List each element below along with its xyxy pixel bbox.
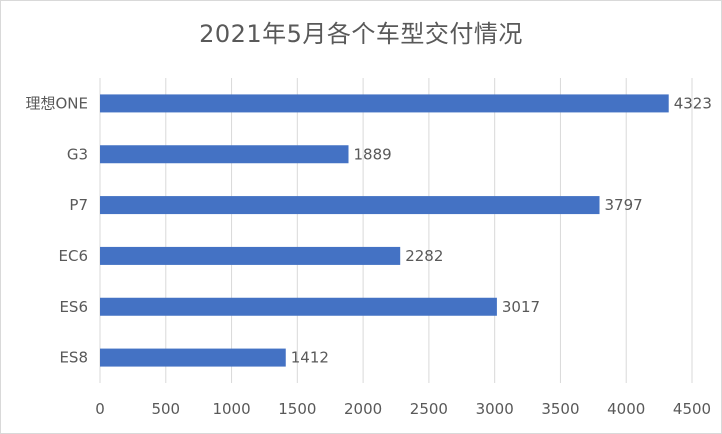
x-tick-label: 500	[151, 400, 180, 418]
data-label: 1412	[291, 349, 329, 367]
category-label: 理想ONE	[25, 94, 88, 112]
data-label: 3797	[605, 196, 643, 214]
category-label: ES8	[59, 349, 88, 367]
category-label: ES6	[59, 298, 88, 316]
x-tick-label: 2500	[410, 400, 448, 418]
chart-title: 2021年5月各个车型交付情况	[199, 20, 523, 48]
bar	[100, 145, 349, 164]
x-tick-label: 1000	[212, 400, 250, 418]
data-label: 1889	[354, 145, 392, 163]
gridlines	[99, 78, 693, 383]
bar	[100, 348, 286, 367]
bar	[100, 297, 497, 316]
category-label: P7	[69, 196, 88, 214]
bar	[100, 94, 669, 113]
category-label: G3	[67, 145, 88, 163]
x-tick-label: 2000	[344, 400, 382, 418]
data-label: 2282	[405, 247, 443, 265]
bar	[100, 246, 401, 265]
x-tick-label: 4500	[673, 400, 711, 418]
data-label: 3017	[502, 298, 540, 316]
x-tick-label: 0	[95, 400, 105, 418]
x-tick-label: 1500	[278, 400, 316, 418]
bars	[100, 94, 669, 367]
category-label: EC6	[59, 247, 89, 265]
data-label: 4323	[674, 94, 712, 112]
labels: 0 500 1000 1500 2000 2500 3000 3500 4000 4500 理想ON…	[25, 94, 711, 418]
x-tick-label: 3500	[541, 400, 579, 418]
x-tick-label: 3000	[476, 400, 514, 418]
bar	[100, 196, 600, 215]
x-tick-label: 4000	[607, 400, 645, 418]
